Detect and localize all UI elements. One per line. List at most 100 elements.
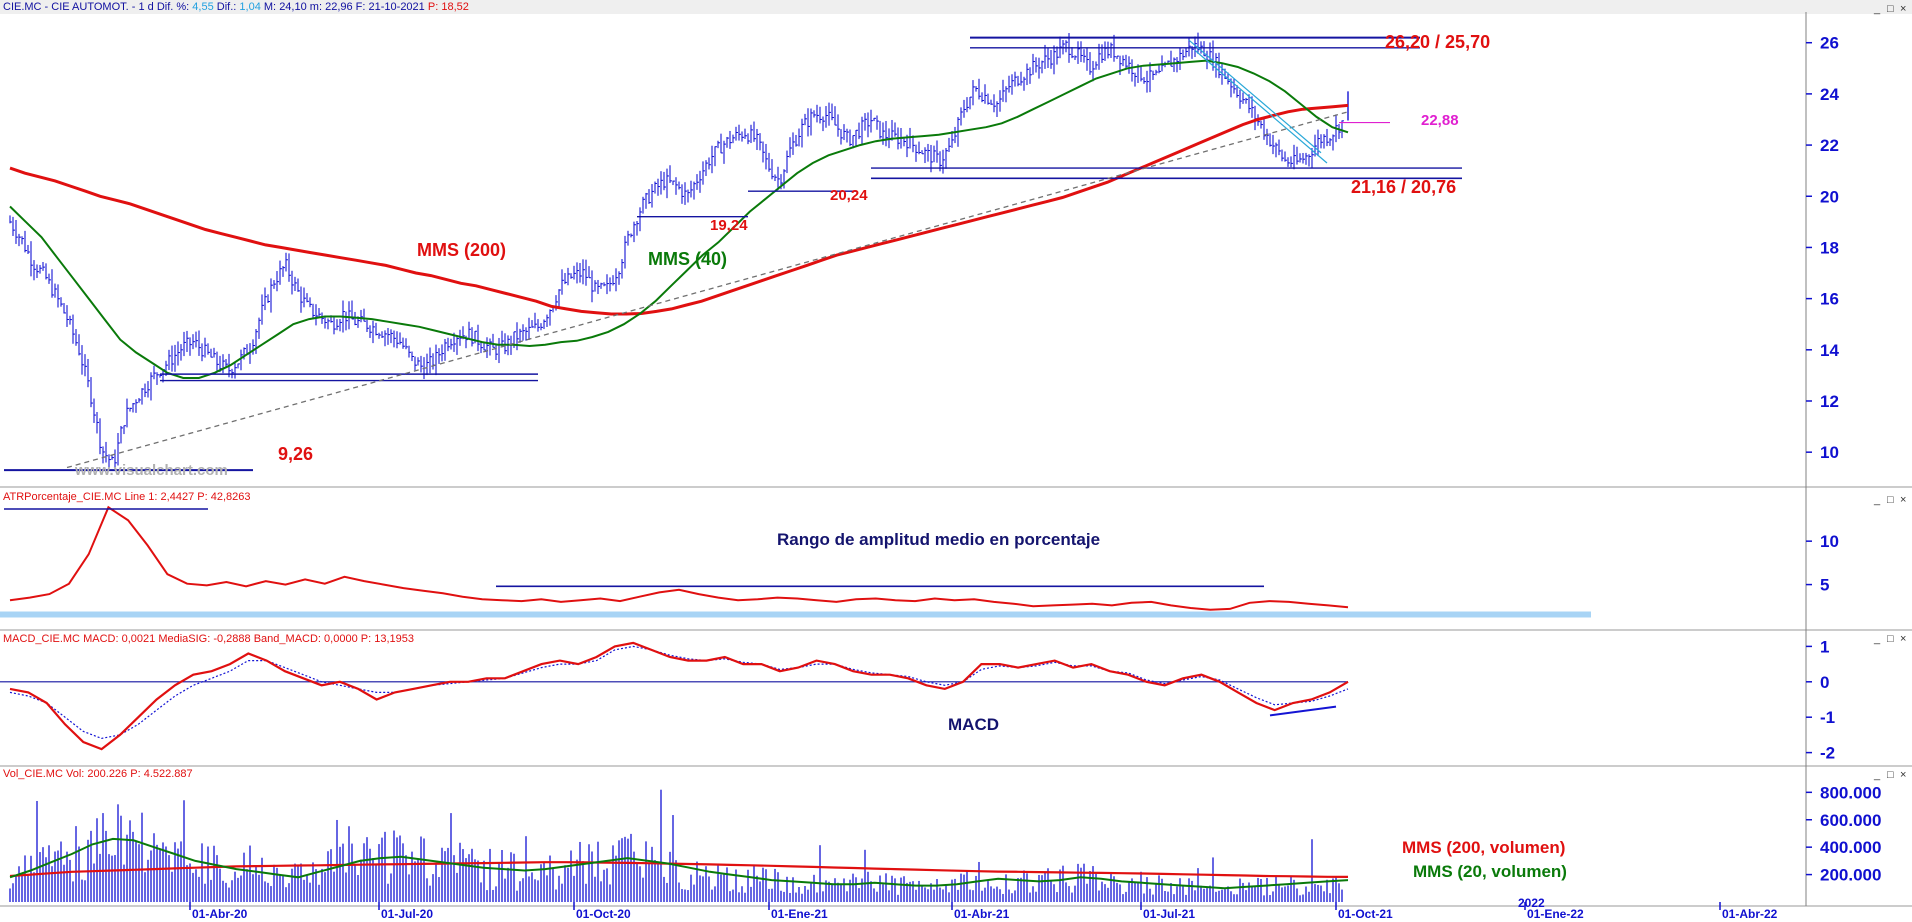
y-tick-label: 22 (1820, 136, 1839, 155)
signal-value: -0,2888 (213, 633, 250, 645)
window-control-icon[interactable]: □ (1887, 3, 1894, 15)
x-tick-label: 01-Oct-21 (1338, 907, 1393, 921)
sma40-label: MMS (40) (648, 249, 727, 269)
y-tick-label: 10 (1820, 532, 1839, 551)
dif-value: 1,04 (239, 1, 260, 13)
panel-header: MACD_CIE.MC MACD: 0,0021 MediaSIG: -0,28… (3, 633, 414, 645)
window-control-icon[interactable]: _ (1873, 3, 1881, 15)
window-control-icon[interactable]: _ (1873, 494, 1881, 506)
volume-p-label: P: (130, 768, 140, 780)
window-control-icon[interactable]: □ (1887, 494, 1894, 506)
dif-label: Dif.: (217, 1, 237, 13)
max-label: M: (264, 1, 276, 13)
symbol-label: CIE.MC - CIE AUTOMOT. - 1 d (3, 1, 154, 13)
sma200-label: MMS (200) (417, 240, 506, 260)
dif-pct-label: Dif. %: (157, 1, 189, 13)
volume-sma200-label: MMS (200, volumen) (1402, 838, 1565, 857)
macd-divergence-line (1269, 705, 1337, 717)
macd-p-value: 13,1953 (374, 633, 414, 645)
y-tick-label: 16 (1820, 290, 1839, 309)
x-tick-label: 01-Ene-22 (1527, 907, 1584, 921)
y-tick-label: 0 (1820, 673, 1829, 692)
window-control-icon[interactable]: □ (1887, 633, 1894, 645)
panel-headers: _ □ × _ □ × _ □ × _ □ × CIE.MC - CIE AUTOMOT. - 1 d … (3, 1, 1906, 781)
sma40-line (9, 59, 1349, 379)
min-value: 22,96 (325, 1, 353, 13)
volume-sma20-line (9, 837, 1349, 890)
x-tick-label: 01-Oct-20 (576, 907, 631, 921)
max-value: 24,10 (279, 1, 307, 13)
x-year-label: 2022 (1518, 896, 1545, 910)
plots (0, 32, 1812, 910)
channel-line (1194, 49, 1328, 164)
resistance-label: 26,20 / 25,70 (1385, 32, 1490, 52)
macd-note: MACD (948, 715, 999, 734)
y-tick-label: 26 (1820, 34, 1839, 53)
window-control-icon[interactable]: × (1900, 769, 1906, 781)
y-tick-label: 14 (1820, 341, 1839, 360)
x-tick-label: 01-Ene-21 (771, 907, 828, 921)
x-tick-label: 01-Abr-21 (954, 907, 1010, 921)
atr-p-value: 42,8263 (211, 491, 251, 503)
signal-label: MediaSIG: (158, 633, 210, 645)
macd-title: MACD_CIE.MC (3, 633, 80, 645)
x-tick-label: 01-Jul-20 (381, 907, 433, 921)
watermark: www.visualchart.com (74, 462, 228, 479)
y-tick-label: 5 (1820, 576, 1829, 595)
dif-pct-value: 4,55 (192, 1, 213, 13)
volume-p-value: 4.522.887 (144, 768, 193, 780)
level-2-label: 20,24 (830, 187, 868, 204)
y-tick-label: 600.000 (1820, 811, 1881, 830)
band-label: Band_MACD: (254, 633, 321, 645)
volume-sma200-line (9, 861, 1349, 878)
level-1-label: 19,24 (710, 217, 748, 234)
macd-value: 0,0021 (122, 633, 156, 645)
min-label: m: (310, 1, 322, 13)
atr-note: Rango de amplitud medio en porcentaje (777, 530, 1100, 549)
y-tick-label: 20 (1820, 187, 1839, 206)
p-value: 18,52 (441, 1, 469, 13)
y-tick-label: -2 (1820, 744, 1835, 763)
x-tick-label: 01-Jul-21 (1143, 907, 1195, 921)
macd-label: MACD: (83, 633, 118, 645)
volume-label: Vol: (66, 768, 84, 780)
y-tick-label: 1 (1820, 637, 1829, 656)
window-control-icon[interactable]: _ (1873, 769, 1881, 781)
macd-p-label: P: (361, 633, 371, 645)
title-strip (0, 0, 1912, 14)
y-tick-label: -1 (1820, 708, 1835, 727)
window-control-icon[interactable]: × (1900, 3, 1906, 15)
trendline-dashed (66, 111, 1349, 469)
p-label: P: (428, 1, 438, 13)
macd-line (9, 641, 1349, 751)
y-tick-label: 800.000 (1820, 783, 1881, 802)
band-value: 0,0000 (324, 633, 358, 645)
annotations: 101214161820222426510-2-101200.000400.00… (74, 32, 1881, 921)
y-tick-label: 18 (1820, 238, 1839, 257)
x-tick-label: 01-Abr-22 (1722, 907, 1778, 921)
date-value: 21-10-2021 (369, 1, 425, 13)
window-control-icon[interactable]: × (1900, 494, 1906, 506)
volume-value: 200.226 (87, 768, 127, 780)
atr-line1-label: Line 1: (124, 491, 157, 503)
atr-p-label: P: (197, 491, 207, 503)
y-tick-label: 10 (1820, 443, 1839, 462)
window-control-icon[interactable]: _ (1873, 633, 1881, 645)
y-tick-label: 200.000 (1820, 866, 1881, 885)
y-tick-label: 12 (1820, 392, 1839, 411)
volume-sma20-label: MMS (20, volumen) (1413, 862, 1567, 881)
atr-title: ATRPorcentaje_CIE.MC (3, 491, 121, 503)
sma200-line (9, 103, 1349, 316)
y-tick-label: 24 (1820, 85, 1839, 104)
y-tick-label: 400.000 (1820, 838, 1881, 857)
window-control-icon[interactable]: □ (1887, 769, 1894, 781)
panel-header: Vol_CIE.MC Vol: 200.226 P: 4.522.887 (3, 768, 193, 780)
support-label: 21,16 / 20,76 (1351, 177, 1456, 197)
volume-title: Vol_CIE.MC (3, 768, 63, 780)
atr-line (9, 505, 1349, 611)
window-control-icon[interactable]: × (1900, 633, 1906, 645)
channel-line (1188, 39, 1322, 154)
